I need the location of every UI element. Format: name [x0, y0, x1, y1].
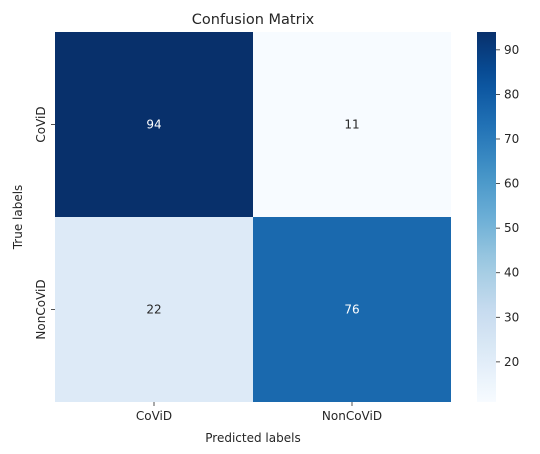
cell-value-label: 76 [344, 303, 359, 317]
cell-value-label: 11 [344, 118, 359, 132]
heatmap-cell [253, 217, 451, 402]
y-axis-ticks: CoViD NonCoViD [34, 106, 55, 340]
x-tick-label: CoViD [136, 409, 172, 423]
x-axis-ticks: CoViD NonCoViD [136, 402, 382, 423]
colorbar-tick-label: 40 [504, 266, 519, 280]
cell-value-label: 22 [146, 303, 161, 317]
colorbar-tick-label: 30 [504, 310, 519, 324]
colorbar-tick-label: 70 [504, 132, 519, 146]
colorbar-tick-label: 80 [504, 87, 519, 101]
colorbar-tick-label: 50 [504, 221, 519, 235]
y-tick-label: NonCoViD [34, 279, 48, 339]
x-axis-label: Predicted labels [205, 431, 300, 445]
y-tick-label: CoViD [34, 106, 48, 142]
cell-value-label: 94 [146, 118, 161, 132]
heatmap-cell [55, 217, 253, 402]
heatmap-cell [253, 32, 451, 217]
y-axis-label: True labels [11, 185, 25, 251]
colorbar: 20 30 40 50 60 70 80 90 [477, 32, 519, 402]
heatmap-cells: 94 11 22 76 [55, 32, 451, 402]
x-tick-label: NonCoViD [322, 409, 382, 423]
colorbar-tick-label: 60 [504, 177, 519, 191]
heatmap-cell [55, 32, 253, 217]
colorbar-gradient [477, 32, 496, 402]
chart-title: Confusion Matrix [192, 12, 315, 28]
colorbar-tick-label: 90 [504, 43, 519, 57]
colorbar-tick-label: 20 [504, 355, 519, 369]
